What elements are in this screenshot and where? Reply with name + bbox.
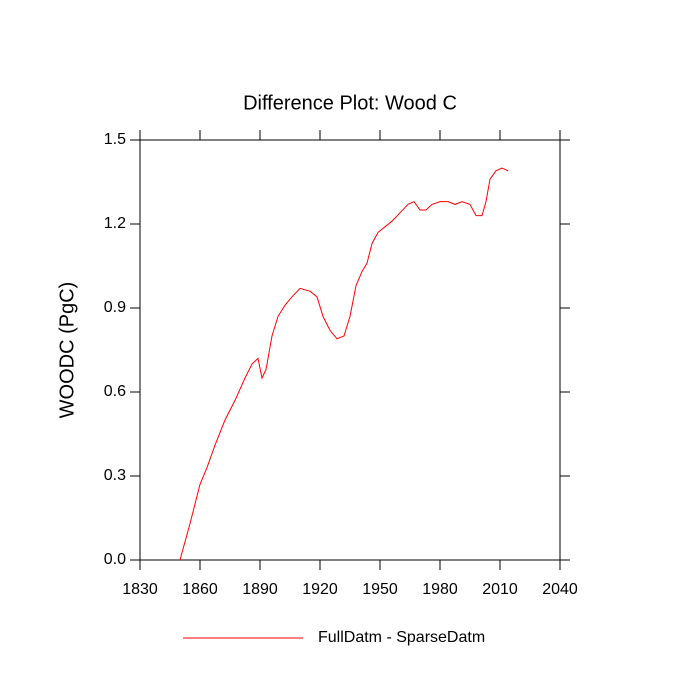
x-tick-label: 1920: [302, 581, 338, 598]
x-tick-label: 1830: [122, 581, 158, 598]
y-tick-label: 0.0: [104, 551, 126, 568]
chart-title: Difference Plot: Wood C: [243, 92, 457, 114]
y-tick-label: 0.6: [104, 383, 126, 400]
x-tick-label: 1980: [422, 581, 458, 598]
y-tick-label: 1.2: [104, 215, 126, 232]
x-tick-label: 1950: [362, 581, 398, 598]
x-tick-label: 2010: [482, 581, 518, 598]
y-axis-label: WOODC (PgC): [56, 282, 78, 419]
x-tick-label: 1890: [242, 581, 278, 598]
x-tick-label: 2040: [542, 581, 578, 598]
y-tick-label: 0.9: [104, 299, 126, 316]
x-tick-label: 1860: [182, 581, 218, 598]
data-line: [179, 167, 509, 561]
y-tick-label: 0.3: [104, 467, 126, 484]
legend-label: FullDatm - SparseDatm: [318, 629, 485, 646]
y-tick-label: 1.5: [104, 131, 126, 148]
plot-frame: [139, 139, 561, 561]
